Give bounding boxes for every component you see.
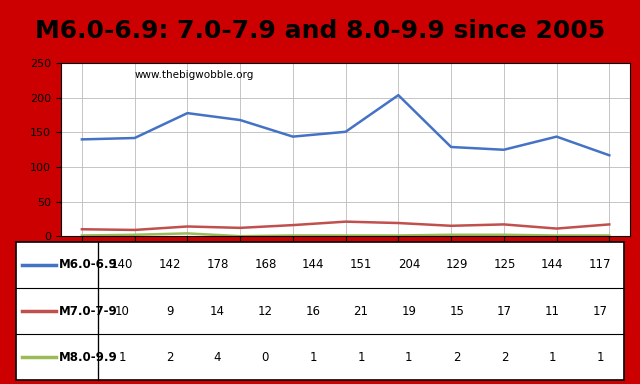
Text: 17: 17 bbox=[593, 305, 607, 318]
Text: 2: 2 bbox=[166, 351, 173, 364]
Text: M6.0-6.9: M6.0-6.9 bbox=[59, 258, 117, 271]
Text: 204: 204 bbox=[397, 258, 420, 271]
Text: 12: 12 bbox=[258, 305, 273, 318]
Text: 19: 19 bbox=[401, 305, 417, 318]
Text: 10: 10 bbox=[115, 305, 129, 318]
Text: M8.0-9.9: M8.0-9.9 bbox=[59, 351, 117, 364]
Text: 1: 1 bbox=[596, 351, 604, 364]
Text: 117: 117 bbox=[589, 258, 611, 271]
Text: 1: 1 bbox=[118, 351, 125, 364]
Text: 11: 11 bbox=[545, 305, 560, 318]
Text: 142: 142 bbox=[159, 258, 181, 271]
Text: 15: 15 bbox=[449, 305, 464, 318]
Text: www.thebigwobble.org: www.thebigwobble.org bbox=[135, 70, 254, 80]
Text: 140: 140 bbox=[111, 258, 133, 271]
Text: 1: 1 bbox=[548, 351, 556, 364]
Text: 16: 16 bbox=[306, 305, 321, 318]
FancyBboxPatch shape bbox=[16, 242, 624, 380]
Text: 151: 151 bbox=[350, 258, 372, 271]
Text: M7.0-7-9: M7.0-7-9 bbox=[59, 305, 117, 318]
Text: 9: 9 bbox=[166, 305, 173, 318]
Text: 125: 125 bbox=[493, 258, 516, 271]
Text: 178: 178 bbox=[207, 258, 228, 271]
Text: 144: 144 bbox=[541, 258, 564, 271]
Text: 1: 1 bbox=[405, 351, 413, 364]
Text: 0: 0 bbox=[262, 351, 269, 364]
Text: 2: 2 bbox=[453, 351, 460, 364]
Text: 17: 17 bbox=[497, 305, 512, 318]
Text: 2: 2 bbox=[500, 351, 508, 364]
Text: 168: 168 bbox=[254, 258, 276, 271]
Text: 21: 21 bbox=[353, 305, 369, 318]
Text: 144: 144 bbox=[302, 258, 324, 271]
Text: M6.0-6.9: 7.0-7.9 and 8.0-9.9 since 2005: M6.0-6.9: 7.0-7.9 and 8.0-9.9 since 2005 bbox=[35, 19, 605, 43]
Text: 4: 4 bbox=[214, 351, 221, 364]
Text: 14: 14 bbox=[210, 305, 225, 318]
Text: 1: 1 bbox=[357, 351, 365, 364]
Text: 1: 1 bbox=[310, 351, 317, 364]
Text: 129: 129 bbox=[445, 258, 468, 271]
